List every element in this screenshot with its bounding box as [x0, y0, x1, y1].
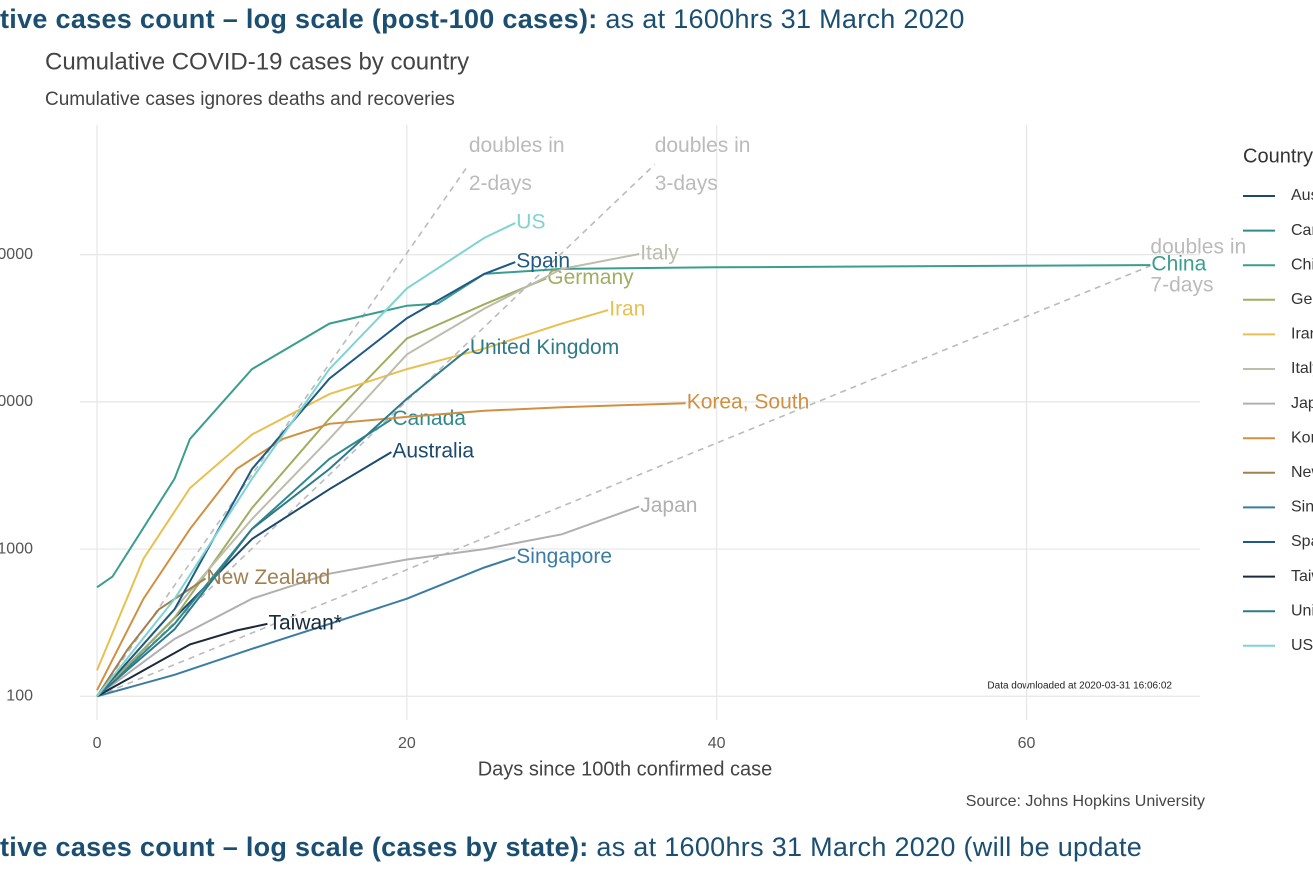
slide-heading: tive cases count – log scale (cases by s… [0, 832, 1142, 863]
line-label: China [1151, 253, 1206, 276]
legend-label: Spain [1291, 533, 1313, 550]
legend-label: Australia [1291, 187, 1313, 204]
legend-label: New Zealand [1291, 464, 1313, 481]
reference-label: 3-days [655, 172, 718, 195]
line-label: Spain [516, 250, 570, 273]
x-tick-label: 60 [1018, 735, 1036, 752]
series-line [96, 277, 547, 698]
heading-bold: tive cases count – log scale (cases by s… [0, 832, 589, 862]
heading-bold: tive cases count – log scale (post-100 c… [0, 4, 598, 34]
series-line [96, 402, 686, 691]
series-line [96, 261, 516, 697]
line-label: Germany [547, 266, 634, 289]
legend-label: Germany [1291, 291, 1313, 308]
reference-label: doubles in [1150, 235, 1246, 258]
chart-title: Cumulative COVID-19 cases by country [45, 48, 469, 75]
legend-label: US [1291, 637, 1313, 654]
reference-line [96, 164, 470, 697]
legend-label: China [1291, 256, 1313, 273]
source: Source: Johns Hopkins University [966, 793, 1205, 810]
legend-label: Iran [1291, 326, 1313, 343]
series-line [96, 418, 392, 698]
line-label: Singapore [516, 545, 612, 568]
legend-label: United Kingdom [1291, 602, 1313, 619]
reference-label: 7-days [1150, 273, 1213, 296]
legend-label: Canada [1291, 222, 1313, 239]
line-label: Canada [392, 407, 466, 430]
series-line [96, 264, 1151, 589]
line-label: Australia [392, 440, 474, 463]
reference-label: doubles in [469, 134, 565, 157]
series-line [96, 253, 640, 697]
chart: Cumulative COVID-19 cases by country Cum… [0, 48, 1313, 810]
line-label: Taiwan* [268, 611, 342, 634]
heading-rest: as at 1600hrs 31 March 2020 [597, 4, 965, 34]
series-line [96, 222, 516, 697]
line-label: Korea, South [687, 391, 810, 414]
line-label: New Zealand [206, 566, 330, 589]
series-line [96, 505, 640, 698]
chart-subtitle: Cumulative cases ignores deaths and reco… [45, 89, 455, 110]
reference-label: 2-days [469, 172, 532, 195]
heading-rest: as at 1600hrs 31 March 2020 (will be upd… [588, 832, 1143, 862]
line-label: Japan [640, 494, 697, 517]
reference-line [96, 265, 1151, 698]
x-tick-label: 40 [708, 735, 726, 752]
slide-heading: tive cases count – log scale (post-100 c… [0, 4, 965, 35]
legend-label: Singapore [1291, 499, 1313, 516]
legend-label: Italy [1291, 360, 1313, 377]
annotation: Data downloaded at 2020-03-31 16:06:02 [987, 681, 1172, 692]
series-line [96, 622, 268, 698]
legend-label: Korea, South [1291, 429, 1313, 446]
legend-label: Taiwan* [1291, 568, 1313, 585]
series-line [96, 556, 516, 698]
x-tick-label: 0 [93, 735, 102, 752]
line-label: Italy [640, 242, 679, 265]
x-tick-label: 20 [398, 735, 416, 752]
line-label: US [516, 211, 545, 234]
series-line [96, 309, 609, 671]
reference-label: doubles in [655, 134, 751, 157]
line-label: Iran [609, 298, 645, 321]
x-axis-label: Days since 100th confirmed case [478, 758, 773, 780]
y-tick-label: 1000 [0, 540, 33, 557]
line-label: United Kingdom [470, 336, 619, 359]
legend-label: Japan [1291, 395, 1313, 412]
series-line [96, 347, 470, 698]
y-tick-label: 100 [6, 687, 33, 704]
legend-title: Country [1243, 145, 1313, 167]
